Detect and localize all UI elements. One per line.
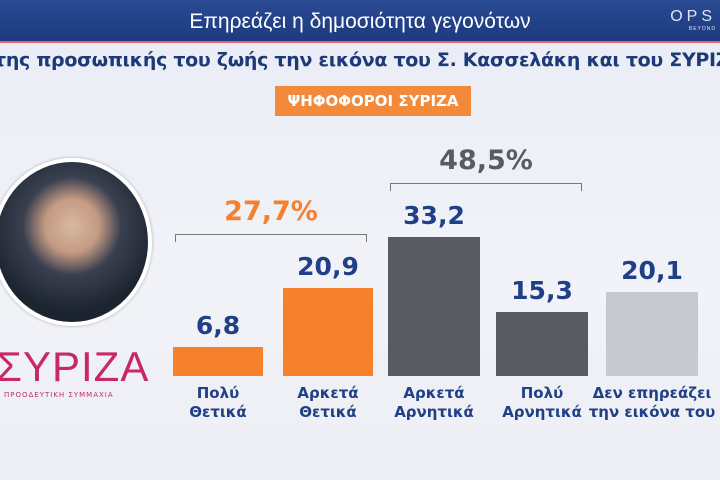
channel-logo: OPS BEYOND <box>670 8 716 32</box>
group-bracket <box>390 182 582 191</box>
question-text: της προσωπικής του ζωής την εικόνα του Σ… <box>0 49 720 71</box>
group-total-label: 48,5% <box>439 144 533 176</box>
audience-badge: ΨΗΦΟΦΟΡΟΙ ΣΥΡΙΖΑ <box>275 86 471 116</box>
category-label: Πολύ Αρνητικά <box>502 384 582 421</box>
bar <box>283 288 373 376</box>
data-label: 20,1 <box>621 255 683 285</box>
bar <box>606 291 698 376</box>
bar <box>496 311 588 376</box>
politician-photo <box>0 158 152 326</box>
category-label: Αρκετά Αρνητικά <box>394 384 474 421</box>
data-label: 20,9 <box>297 252 359 282</box>
group-bracket <box>175 234 367 243</box>
party-logo: ΣΥΡΙΖΑ <box>0 343 150 390</box>
bar <box>173 347 263 376</box>
header-bar: Επηρεάζει η δημοσιότητα γεγονότων OPS BEY… <box>0 0 720 43</box>
data-label: 15,3 <box>511 275 573 305</box>
group-total-label: 27,7% <box>224 196 318 228</box>
header-title: Επηρεάζει η δημοσιότητα γεγονότων <box>189 10 531 33</box>
bar <box>388 236 480 376</box>
category-label: Δεν επηρεάζει την εικόνα του <box>588 384 716 421</box>
category-label: Αρκετά Θετικά <box>297 384 359 421</box>
category-label: Πολύ Θετικά <box>189 384 247 421</box>
data-label: 6,8 <box>195 311 241 341</box>
data-label: 33,2 <box>403 200 465 230</box>
party-logo-subtitle: ΠΡΟΟΔΕΥΤΙΚΗ ΣΥΜΜΑΧΙΑ <box>4 391 114 399</box>
